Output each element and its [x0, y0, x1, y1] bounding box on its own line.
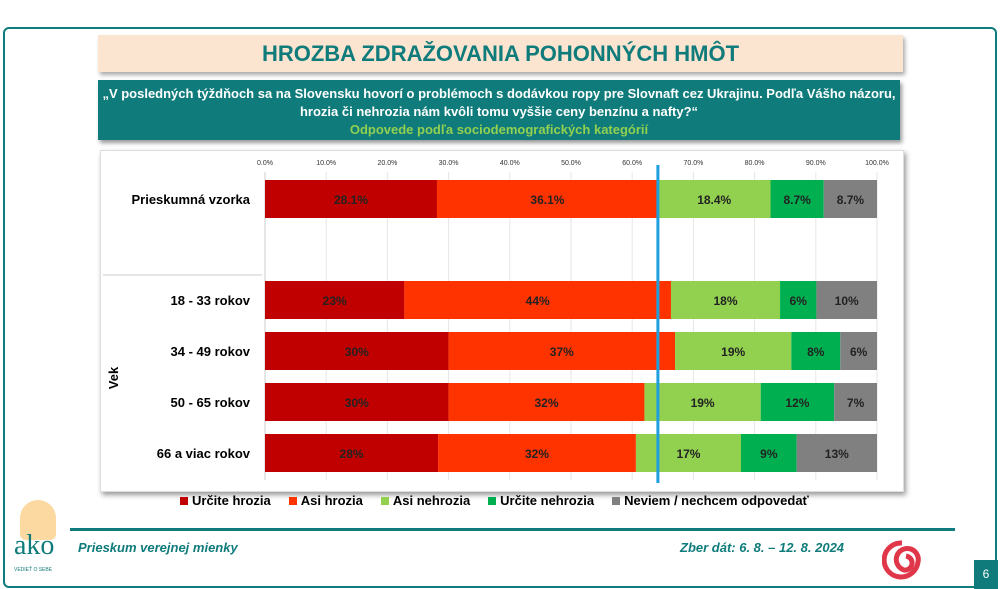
x-tick-label: 20.0%: [377, 160, 397, 167]
bar-segment: [657, 180, 771, 218]
data-label: 32%: [535, 396, 559, 410]
footer-left: Prieskum verejnej mienky: [78, 540, 238, 555]
legend-item: Určite hrozia: [180, 493, 271, 508]
x-tick-label: 80.0%: [745, 160, 765, 167]
category-label: 66 a viac rokov: [157, 446, 251, 461]
x-tick-label: 60.0%: [622, 160, 642, 167]
data-label: 12%: [785, 396, 809, 410]
page-number: 6: [974, 560, 998, 589]
legend-item: Určite nehrozia: [488, 493, 594, 508]
data-label: 30%: [345, 396, 369, 410]
data-label: 18%: [713, 294, 737, 308]
x-tick-label: 50.0%: [561, 160, 581, 167]
data-label: 7%: [847, 396, 865, 410]
bar-segment: [265, 332, 449, 370]
bar-segment: [741, 434, 797, 472]
legend-label: Neviem / nechcem odpovedať: [624, 493, 809, 508]
data-label: 10%: [835, 294, 859, 308]
legend-swatch: [612, 497, 621, 505]
question-line-2: hrozia či nehrozia nám kvôli tomu vyššie…: [299, 104, 699, 119]
footer-divider: [70, 528, 955, 531]
x-tick-label: 70.0%: [683, 160, 703, 167]
data-label: 36.1%: [530, 193, 564, 207]
legend-label: Asi hrozia: [300, 493, 363, 508]
bar-segment: [796, 434, 877, 472]
legend-swatch: [380, 497, 389, 505]
legend-item: Asi hrozia: [288, 493, 363, 508]
bar-segment: [770, 180, 824, 218]
x-tick-label: 40.0%: [500, 160, 520, 167]
legend: Určite hrozia Asi hrozia Asi nehrozia Určit…: [180, 493, 809, 508]
data-label: 37%: [550, 345, 574, 359]
category-label: 50 - 65 rokov: [171, 395, 251, 410]
data-label: 8%: [807, 345, 825, 359]
x-tick-label: 10.0%: [316, 160, 336, 167]
data-label: 6%: [850, 345, 868, 359]
legend-label: Asi nehrozia: [392, 493, 471, 508]
data-label: 13%: [825, 447, 849, 461]
bar-segment: [265, 434, 439, 472]
data-label: 28.1%: [334, 193, 368, 207]
data-label: 32%: [525, 447, 549, 461]
bar-segment: [644, 383, 761, 421]
data-label: 23%: [323, 294, 347, 308]
data-label: 6%: [790, 294, 808, 308]
subtitle: Odpovede podľa sociodemografických kateg…: [349, 122, 649, 137]
legend-item: Asi nehrozia: [380, 493, 471, 508]
legend-swatch: [180, 497, 188, 505]
x-tick-label: 0.0%: [257, 160, 273, 167]
bar-segment: [635, 434, 741, 472]
data-label: 17%: [676, 447, 700, 461]
x-tick-label: 90.0%: [806, 160, 826, 167]
data-label: 9%: [760, 447, 778, 461]
x-tick-label: 30.0%: [439, 160, 459, 167]
bar-segment: [675, 332, 792, 370]
spiral-logo-icon: [882, 540, 921, 580]
bar-segment: [760, 383, 835, 421]
bar-segment: [823, 180, 877, 218]
bar-segment: [791, 332, 841, 370]
bar-segment: [265, 383, 449, 421]
bar-segment: [436, 180, 658, 218]
legend-swatch: [288, 497, 297, 505]
legend-item: Neviem / nechcem odpovedať: [612, 493, 809, 508]
bar-segment: [265, 180, 437, 218]
data-label: 19%: [721, 345, 745, 359]
slide-frame: [3, 27, 997, 588]
data-label: 8.7%: [783, 193, 811, 207]
bar-segment: [404, 281, 671, 319]
bar-segment: [816, 281, 877, 319]
bar-segment: [834, 383, 877, 421]
question-line-1: „V posledných týždňoch sa na Slovensku h…: [102, 86, 896, 101]
bar-segment: [448, 383, 645, 421]
bar-segment: [840, 332, 877, 370]
data-label: 19%: [691, 396, 715, 410]
data-label: 28%: [340, 447, 364, 461]
legend-label: Určite hrozia: [192, 493, 271, 508]
bar-segment: [265, 281, 405, 319]
category-label: Prieskumná vzorka: [131, 192, 250, 207]
data-label: 18.4%: [697, 193, 731, 207]
bar-segment: [780, 281, 817, 319]
ako-logo: ako VEDIEŤ O SEBE: [12, 500, 62, 580]
category-label: 34 - 49 rokov: [171, 344, 251, 359]
legend-label: Určite nehrozia: [500, 493, 595, 508]
slide-title: HROZBA ZDRAŽOVANIA POHONNÝCH HMÔT: [98, 35, 903, 72]
data-label: 44%: [526, 294, 550, 308]
bar-segment: [448, 332, 676, 370]
legend-swatch: [488, 497, 497, 505]
x-tick-label: 100.0%: [865, 160, 889, 167]
category-label: 18 - 33 rokov: [171, 293, 251, 308]
bar-segment: [438, 434, 636, 472]
group-label: Vek: [106, 366, 121, 389]
question-box: „V posledných týždňoch sa na Slovensku h…: [98, 80, 900, 140]
footer-right: Zber dát: 6. 8. – 12. 8. 2024: [680, 540, 845, 555]
data-label: 8.7%: [837, 193, 865, 207]
data-label: 30%: [345, 345, 369, 359]
bar-segment: [670, 281, 781, 319]
